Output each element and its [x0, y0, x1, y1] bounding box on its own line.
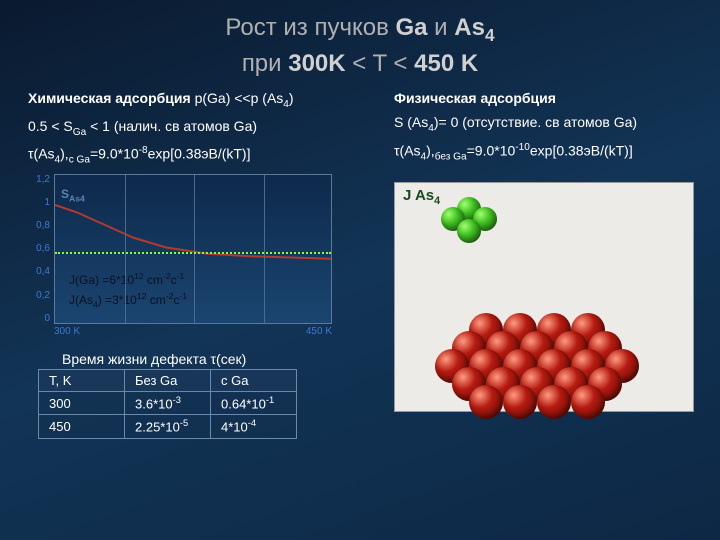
- table-caption: Время жизни дефекта τ(сек): [62, 351, 368, 367]
- defect-lifetime-table: T, K Без Ga c Ga 300 3.6*10-3 0.64*10-1 …: [38, 369, 297, 439]
- t-ga: Ga: [396, 14, 428, 41]
- left-column: Химическая адсорбция p(Ga) <<p (As4) 0.5…: [28, 90, 368, 439]
- chart-x-axis: 300 K 450 K: [54, 324, 332, 337]
- phys-ads-line2: S (As4)= 0 (отсутствие. св атомов Ga): [394, 114, 702, 134]
- chart: 1,210,80,60,40,20 SAs4 J(Ga) =6*1012 cm-…: [28, 174, 368, 337]
- th-T: T, K: [39, 369, 125, 391]
- chart-y-axis: 1,210,80,60,40,20: [24, 174, 50, 324]
- th-noGa: Без Ga: [125, 369, 211, 391]
- table-row: 450 2.25*10-5 4*10-4: [39, 415, 297, 438]
- chem-ads-line2: 0.5 < SGa < 1 (налич. св атомов Ga): [28, 118, 368, 138]
- chart-area: SAs4 J(Ga) =6*1012 cm-2c-1 J(As4) =3*101…: [54, 174, 332, 324]
- t-mid: и: [428, 14, 455, 41]
- t-pre: Рост из пучков: [225, 14, 395, 41]
- chem-ads-line3: τ(As4),c Ga=9.0*10-8exp[0.38эВ/(kT)]: [28, 145, 368, 165]
- molecule-panel: J As4: [394, 182, 694, 412]
- th-Ga: c Ga: [211, 369, 297, 391]
- slide-title: Рост из пучков Ga и As4: [0, 0, 720, 50]
- table-row: 300 3.6*10-3 0.64*10-1: [39, 391, 297, 414]
- phys-ads-title: Физическая адсорбция: [394, 90, 702, 106]
- slide-subtitle: при 300K < T < 450 K: [0, 50, 720, 78]
- right-column: Физическая адсорбция S (As4)= 0 (отсутст…: [394, 90, 702, 439]
- table-header-row: T, K Без Ga c Ga: [39, 369, 297, 391]
- phys-ads-line3: τ(As4),без Ga=9.0*10-10exp[0.38эВ/(kT)]: [394, 142, 702, 162]
- molecule-label: J As4: [403, 187, 440, 207]
- chem-ads-line1: Химическая адсорбция p(Ga) <<p (As4): [28, 90, 368, 110]
- t-as: As4: [454, 14, 494, 41]
